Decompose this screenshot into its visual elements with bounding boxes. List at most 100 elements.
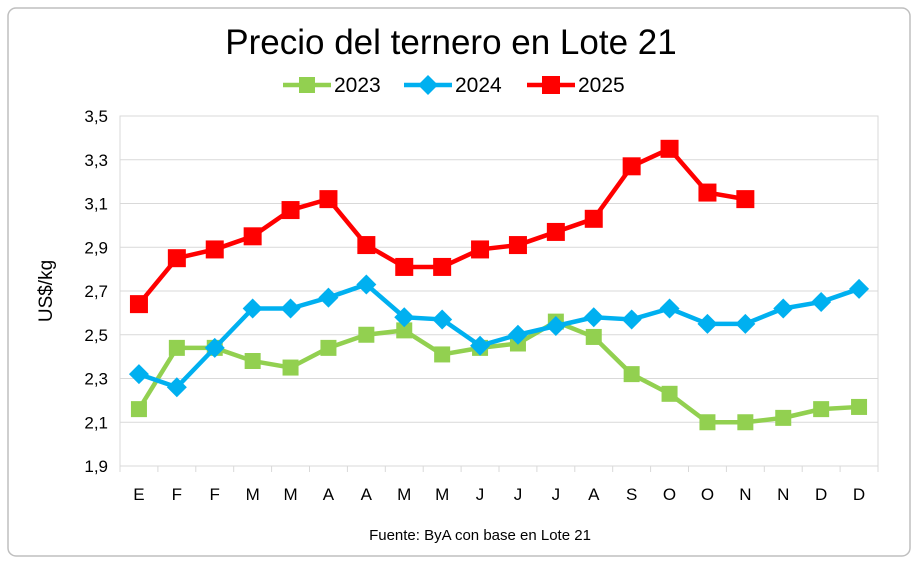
data-point bbox=[584, 209, 603, 228]
x-tick-label: E bbox=[133, 485, 144, 504]
x-tick-label: M bbox=[397, 485, 411, 504]
data-point bbox=[129, 295, 148, 314]
data-point bbox=[128, 364, 149, 385]
data-point bbox=[434, 346, 451, 363]
legend-item-2024: 2024 bbox=[404, 74, 502, 97]
data-point bbox=[242, 298, 263, 319]
data-point bbox=[166, 377, 187, 398]
data-point bbox=[621, 309, 642, 330]
data-point bbox=[849, 278, 870, 299]
data-point bbox=[319, 190, 338, 209]
y-tick-label: 3,3 bbox=[84, 151, 108, 170]
data-point bbox=[282, 359, 299, 376]
data-point bbox=[545, 316, 566, 336]
data-point bbox=[396, 322, 413, 339]
data-point bbox=[583, 307, 604, 328]
data-point bbox=[356, 274, 377, 295]
legend-marker bbox=[418, 75, 438, 95]
data-point bbox=[546, 222, 565, 241]
data-point bbox=[244, 353, 261, 369]
data-point bbox=[395, 257, 414, 276]
x-tick-label: A bbox=[323, 485, 335, 504]
series-2025 bbox=[129, 139, 755, 314]
data-point bbox=[813, 401, 830, 418]
data-point bbox=[204, 337, 225, 358]
data-point bbox=[623, 366, 640, 383]
legend-marker bbox=[542, 76, 560, 94]
data-point bbox=[358, 326, 375, 343]
data-point bbox=[811, 291, 832, 312]
chart-title: Precio del ternero en Lote 21 bbox=[225, 23, 676, 62]
y-tick-label: 3,1 bbox=[84, 195, 108, 214]
legend-item-2025: 2025 bbox=[527, 74, 625, 97]
data-point bbox=[622, 157, 641, 176]
x-tick-label: A bbox=[361, 485, 373, 504]
x-tick-label: M bbox=[283, 485, 297, 504]
data-point bbox=[433, 257, 452, 276]
data-point bbox=[357, 236, 376, 255]
x-tick-label: A bbox=[588, 485, 600, 504]
x-tick-label: F bbox=[210, 485, 220, 504]
y-tick-label: 2,1 bbox=[84, 413, 108, 432]
y-axis-label: US$/kg bbox=[36, 260, 57, 322]
legend-marker bbox=[299, 77, 315, 93]
data-point bbox=[280, 298, 301, 319]
data-point bbox=[735, 313, 756, 334]
legend-label: 2024 bbox=[455, 74, 502, 97]
data-point bbox=[167, 249, 186, 268]
data-point bbox=[168, 339, 185, 356]
x-tick-label: M bbox=[246, 485, 260, 504]
series-group bbox=[128, 139, 870, 431]
y-tick-label: 2,9 bbox=[84, 238, 108, 257]
data-point bbox=[470, 335, 491, 356]
legend-label: 2023 bbox=[334, 74, 381, 97]
x-tick-label: D bbox=[815, 485, 827, 504]
data-point bbox=[698, 183, 717, 202]
x-tick-label: J bbox=[476, 485, 485, 504]
y-tick-label: 2,3 bbox=[84, 370, 108, 389]
data-point bbox=[659, 298, 680, 319]
y-tick-label: 1,9 bbox=[84, 457, 108, 476]
data-point bbox=[736, 190, 755, 209]
data-point bbox=[697, 313, 718, 334]
data-point bbox=[737, 414, 754, 431]
data-point bbox=[130, 401, 147, 418]
x-tick-label: O bbox=[663, 485, 676, 504]
y-ticks: 1,9 2,1 2,3 2,5 2,7 2,9 3,1 3,3 3,5 bbox=[84, 107, 108, 476]
x-tick-label: D bbox=[853, 485, 865, 504]
y-tick-label: 2,7 bbox=[84, 282, 108, 301]
x-tick-label: N bbox=[739, 485, 751, 504]
data-point bbox=[851, 398, 868, 415]
data-point bbox=[773, 298, 794, 319]
data-point bbox=[318, 287, 339, 308]
x-tick-label: J bbox=[552, 485, 561, 504]
x-tick-label: F bbox=[172, 485, 182, 504]
x-tick-label: O bbox=[701, 485, 714, 504]
data-point bbox=[320, 339, 337, 356]
data-point bbox=[507, 324, 528, 345]
data-point bbox=[699, 414, 716, 431]
data-point bbox=[585, 328, 602, 345]
data-point bbox=[243, 227, 262, 246]
data-point bbox=[471, 240, 490, 259]
data-point bbox=[205, 240, 224, 259]
legend: 2023 2024 2025 bbox=[283, 74, 625, 97]
y-tick-label: 3,5 bbox=[84, 107, 108, 126]
x-tick-label: J bbox=[514, 485, 523, 504]
data-point bbox=[508, 236, 527, 255]
data-point bbox=[432, 309, 453, 330]
x-tick-label: M bbox=[435, 485, 449, 504]
data-point bbox=[394, 307, 415, 328]
data-point bbox=[661, 385, 678, 402]
x-tick-label: N bbox=[777, 485, 789, 504]
data-point bbox=[660, 139, 679, 158]
legend-label: 2025 bbox=[578, 74, 625, 97]
chart-frame bbox=[7, 7, 911, 557]
data-point bbox=[775, 409, 792, 426]
data-point bbox=[281, 201, 300, 220]
x-tick-label: S bbox=[626, 485, 637, 504]
y-tick-label: 2,5 bbox=[84, 326, 108, 345]
series-2024 bbox=[128, 274, 870, 398]
